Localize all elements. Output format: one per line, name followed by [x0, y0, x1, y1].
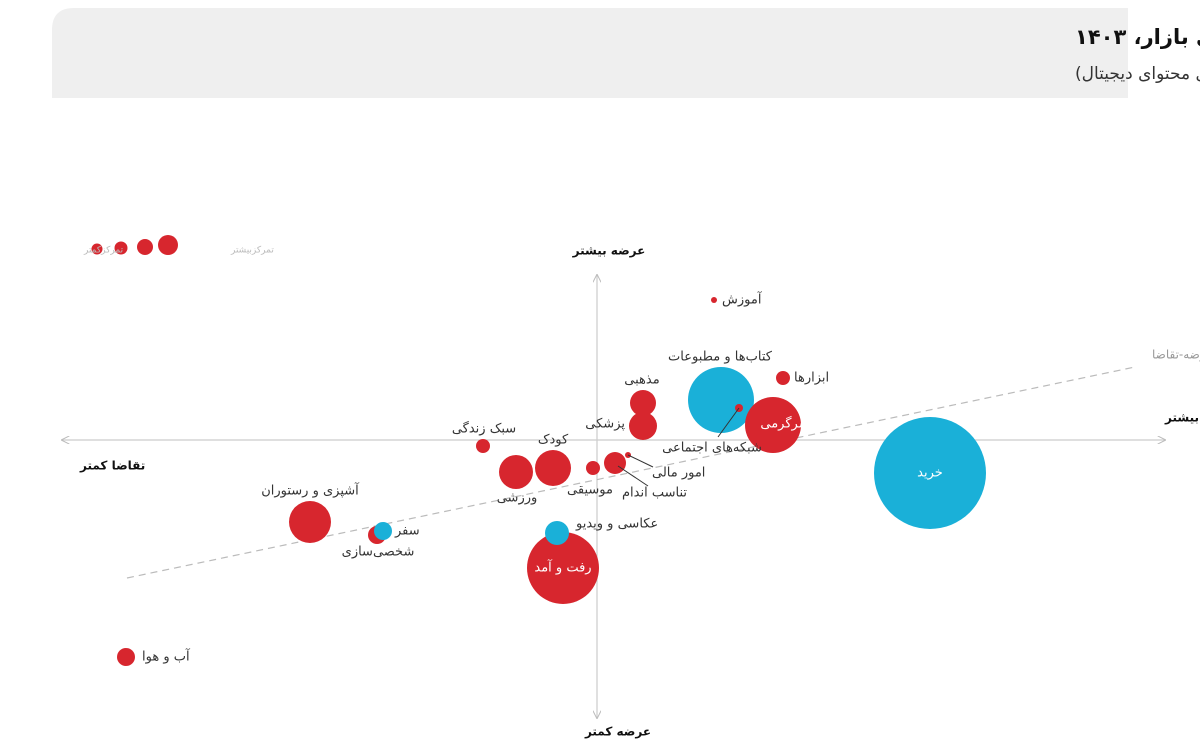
bubble-label: آب و هوا: [142, 648, 191, 665]
leader-line: [717, 407, 740, 438]
bubble: [476, 439, 490, 453]
bubble-label: کودک: [538, 433, 569, 448]
bubble: [545, 521, 569, 545]
bubble-label: شخصی‌سازی: [342, 545, 415, 560]
bubble: [604, 452, 626, 474]
bubble: [586, 461, 600, 475]
bubble: [629, 412, 657, 440]
x-left-label: تقاضا کمتر: [79, 459, 145, 473]
bubble-label: مذهبی: [624, 373, 659, 388]
trend-label: خط روند عرضه-تقاضا: [1152, 348, 1200, 363]
bubble-label: ورزشی: [497, 491, 538, 506]
bubble-label: خرید: [917, 466, 943, 481]
bubble-label: پزشکی: [585, 417, 625, 432]
bubble: [499, 455, 533, 489]
bubble-label: سرگرمی: [760, 416, 809, 432]
bubble: [535, 450, 571, 486]
legend-dot: [91, 243, 103, 255]
plot-area: آموزش ابزارها کتاب‌ها و مطبوعات شبکه‌های اج…: [117, 291, 986, 666]
bubble-label: آموزش: [722, 291, 763, 308]
bubble: [289, 501, 331, 543]
bubble-label: موسیقی: [567, 483, 613, 498]
chart-title: میزان عرضه، میزان تقاضا و تمرکز درآمد در…: [1075, 24, 1200, 49]
bubble: [117, 648, 135, 666]
x-right-label: تقاضا بیشتر: [1164, 411, 1200, 425]
bubble-label: سفر: [394, 524, 420, 539]
legend-low: تمرکزکمتر: [83, 246, 124, 256]
leader-line: [627, 454, 654, 468]
leader-line: [617, 465, 649, 487]
bubble: [527, 532, 599, 604]
y-bottom-label: عرضه کمتر: [584, 725, 651, 739]
bubble: [776, 371, 790, 385]
bubble: [874, 417, 986, 529]
chart-subtitle: (تحلیل بر اساس پرداخت درون‌برنامه‌ای برا…: [1075, 64, 1200, 84]
legend-dot: [137, 239, 153, 255]
y-top-label: عرضه بیشتر: [572, 244, 646, 258]
bubble-label: ابزارها: [794, 371, 829, 386]
legend-high: تمرکزبیشتر: [230, 246, 274, 256]
bubble: [745, 397, 801, 453]
bubble-label: عکاسی و ویدیو: [575, 517, 658, 532]
bubble-label: رفت و آمد: [534, 559, 591, 576]
legend-dot: [114, 241, 128, 255]
bubble-label: سبک زندگی: [452, 421, 516, 437]
trend-line: [126, 366, 1136, 579]
bubble-label: کتاب‌ها و مطبوعات: [668, 350, 773, 365]
bubble-label: تناسب اندام: [622, 486, 687, 501]
bubble: [688, 367, 754, 433]
header-box: [52, 8, 1128, 98]
bubble-label: امور مالی: [652, 466, 705, 481]
bubble: [711, 297, 717, 303]
legend-dot: [158, 235, 178, 255]
bubble: [630, 390, 656, 416]
bubble-label: آشپزی و رستوران: [261, 482, 360, 499]
bubble-label: شبکه‌های اجتماعی: [662, 441, 762, 456]
bubble: [374, 522, 392, 540]
